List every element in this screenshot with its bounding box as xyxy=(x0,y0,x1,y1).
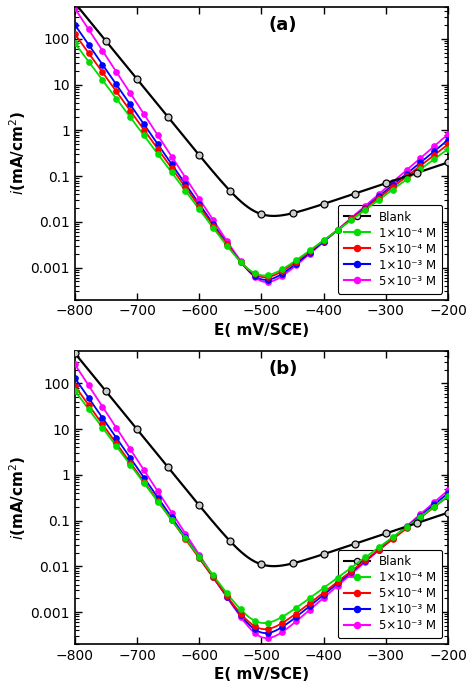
Text: (a): (a) xyxy=(269,16,297,34)
X-axis label: E( mV/SCE): E( mV/SCE) xyxy=(214,322,309,338)
Text: (b): (b) xyxy=(269,360,298,378)
Legend: Blank, 1×10⁻⁴ M, 5×10⁻⁴ M, 1×10⁻³ M, 5×10⁻³ M: Blank, 1×10⁻⁴ M, 5×10⁻⁴ M, 1×10⁻³ M, 5×1… xyxy=(338,205,442,294)
Y-axis label: $i$(mA/cm$^2$): $i$(mA/cm$^2$) xyxy=(7,111,27,196)
Y-axis label: $i$(mA/cm$^2$): $i$(mA/cm$^2$) xyxy=(7,455,27,540)
Legend: Blank, 1×10⁻⁴ M, 5×10⁻⁴ M, 1×10⁻³ M, 5×10⁻³ M: Blank, 1×10⁻⁴ M, 5×10⁻⁴ M, 1×10⁻³ M, 5×1… xyxy=(338,550,442,638)
X-axis label: E( mV/SCE): E( mV/SCE) xyxy=(214,667,309,682)
